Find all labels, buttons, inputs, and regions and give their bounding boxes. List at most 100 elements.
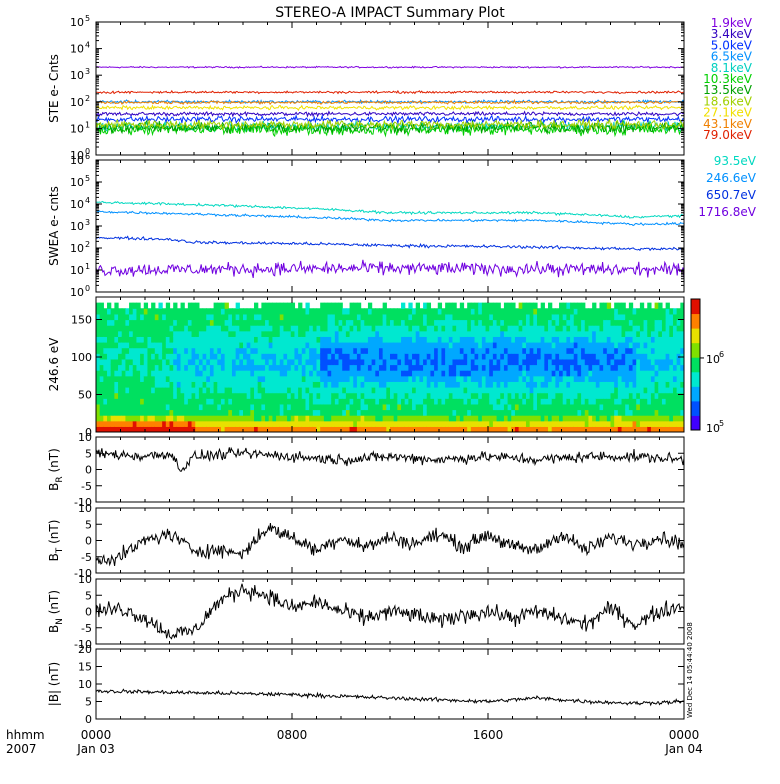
heatmap-cell	[169, 325, 174, 332]
heatmap-cell	[522, 426, 527, 432]
heatmap-cell	[533, 353, 538, 360]
heatmap-cell	[680, 415, 684, 422]
heatmap-cell	[441, 420, 446, 427]
heatmap-cell	[349, 347, 354, 354]
heatmap-cell	[323, 364, 329, 371]
heatmap-cell	[459, 381, 465, 388]
y-tick-label: 15	[78, 661, 92, 674]
heatmap-cell	[261, 398, 266, 405]
heatmap-cell	[393, 313, 398, 321]
heatmap-cell	[441, 415, 446, 422]
panel-bt-content	[96, 523, 684, 567]
heatmap-cell	[390, 387, 395, 394]
heatmap-cell	[478, 319, 483, 326]
heatmap-cell	[581, 330, 586, 337]
heatmap-cell	[474, 336, 479, 343]
heatmap-cell	[287, 415, 292, 422]
heatmap-cell	[548, 302, 553, 309]
heatmap-cell	[338, 420, 343, 427]
heatmap-cell	[676, 364, 681, 371]
heatmap-cell	[209, 336, 215, 343]
heatmap-cell	[209, 342, 215, 349]
heatmap-cell	[239, 398, 244, 405]
heatmap-cell	[121, 409, 126, 416]
heatmap-cell	[198, 370, 204, 377]
heatmap-cell	[209, 358, 215, 366]
heatmap-cell	[334, 398, 340, 405]
heatmap-cell	[195, 325, 200, 332]
heatmap-cell	[525, 409, 531, 416]
heatmap-cell	[118, 364, 123, 371]
heatmap-cell	[621, 319, 626, 326]
heatmap-cell	[573, 353, 579, 360]
heatmap-cell	[176, 319, 182, 326]
heatmap-cell	[154, 325, 160, 332]
heatmap-cell	[261, 409, 266, 416]
heatmap-cell	[500, 375, 505, 382]
heatmap-cell	[500, 347, 505, 354]
heatmap-cell	[533, 392, 538, 399]
heatmap-cell	[129, 325, 134, 332]
heatmap-cell	[154, 364, 160, 371]
heatmap-cell	[533, 415, 538, 422]
heatmap-cell	[434, 381, 439, 388]
heatmap-cell	[610, 392, 615, 399]
heatmap-cell	[220, 370, 226, 377]
heatmap-cell	[503, 325, 509, 332]
heatmap-cell	[309, 319, 314, 326]
heatmap-cell	[474, 409, 479, 416]
heatmap-cell	[187, 302, 193, 309]
heatmap-cell	[676, 426, 681, 432]
heatmap-cell	[169, 381, 174, 388]
heatmap-cell	[305, 370, 310, 377]
heatmap-cell	[658, 375, 663, 382]
heatmap-cell	[323, 420, 329, 427]
heatmap-cell	[581, 342, 586, 349]
heatmap-cell	[382, 409, 387, 416]
heatmap-cell	[202, 364, 207, 371]
heatmap-cell	[349, 302, 354, 309]
heatmap-cell	[584, 319, 590, 326]
heatmap-cell	[118, 420, 123, 427]
heatmap-cell	[107, 370, 112, 377]
heatmap-cell	[658, 358, 663, 366]
heatmap-cell	[114, 353, 119, 360]
heatmap-cell	[434, 353, 439, 360]
heatmap-cell	[529, 426, 534, 432]
heatmap-cell	[272, 319, 277, 326]
heatmap-cell	[246, 415, 251, 422]
heatmap-cell	[581, 409, 586, 416]
heatmap-cell	[621, 302, 626, 309]
heatmap-cell	[298, 398, 303, 405]
heatmap-cell	[265, 313, 270, 321]
heatmap-cell	[434, 364, 439, 371]
heatmap-cell	[415, 364, 420, 371]
heatmap-cell	[518, 381, 523, 388]
heatmap-cell	[125, 415, 130, 422]
heatmap-cell	[544, 325, 549, 332]
heatmap-cell	[503, 313, 509, 321]
heatmap-cell	[162, 313, 167, 321]
heatmap-cell	[231, 426, 237, 432]
heatmap-cell	[529, 353, 534, 360]
heatmap-cell	[287, 420, 292, 427]
heatmap-cell	[272, 370, 277, 377]
heatmap-cell	[470, 358, 476, 366]
heatmap-cell	[485, 409, 490, 416]
heatmap-cell	[481, 409, 487, 416]
heatmap-cell	[492, 353, 498, 360]
heatmap-cell	[551, 415, 556, 422]
heatmap-cell	[562, 330, 567, 337]
heatmap-cell	[353, 313, 358, 321]
heatmap-cell	[375, 387, 380, 394]
heatmap-cell	[136, 409, 141, 416]
heatmap-cell	[599, 415, 604, 422]
heatmap-cell	[342, 387, 347, 394]
heatmap-cell	[386, 381, 391, 388]
heatmap-cell	[511, 313, 516, 321]
heatmap-cell	[228, 420, 233, 427]
heatmap-cell	[235, 336, 240, 343]
heatmap-cell	[243, 370, 248, 377]
heatmap-cell	[195, 347, 200, 354]
heatmap-cell	[257, 426, 262, 432]
